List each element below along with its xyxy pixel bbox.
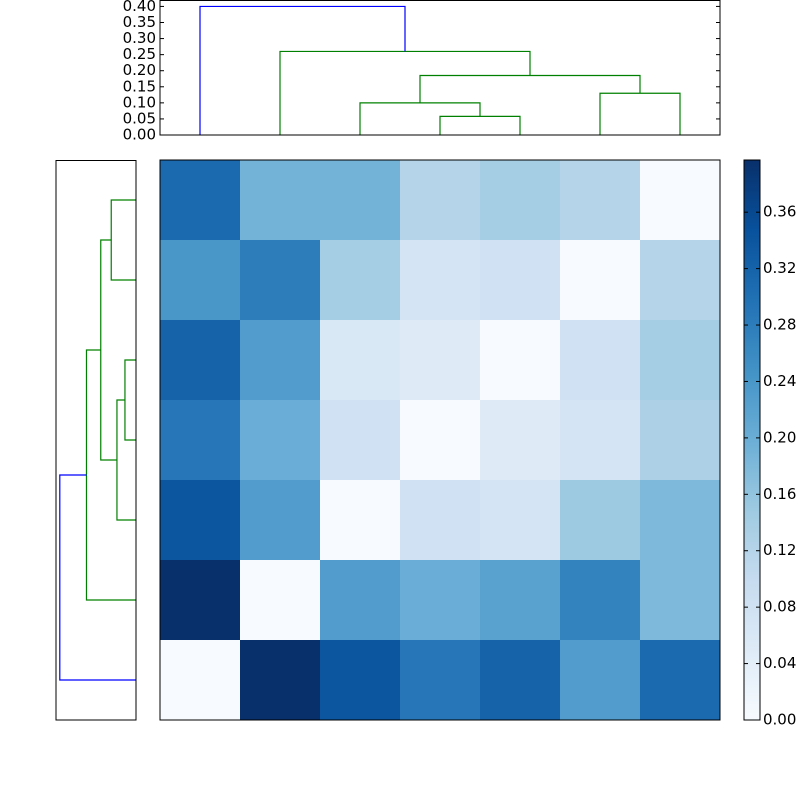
heatmap-cell — [160, 240, 241, 321]
heatmap-cell — [400, 320, 481, 401]
heatmap-cell — [320, 480, 401, 561]
colorbar-tick-label: 0.36 — [763, 203, 796, 221]
heatmap-cell — [240, 400, 321, 481]
y-tick-label: 0.10 — [123, 93, 156, 111]
dendrogram-link — [199, 5, 406, 135]
colorbar-tick-label: 0.12 — [763, 541, 796, 559]
heatmap-cell — [160, 160, 241, 241]
y-tick-label: 0.05 — [123, 109, 156, 127]
heatmap-cell — [320, 240, 401, 321]
dendrogram-link — [100, 239, 117, 461]
heatmap-cell — [240, 160, 321, 241]
heatmap-cell — [560, 400, 641, 481]
y-tick-label: 0.00 — [123, 126, 156, 144]
heatmap-cell — [240, 640, 321, 721]
heatmap-cell — [560, 160, 641, 241]
heatmap-cell — [320, 320, 401, 401]
y-tick-label: 0.40 — [123, 0, 156, 15]
heatmap-cell — [480, 480, 561, 561]
heatmap-cell — [400, 640, 481, 721]
heatmap-cell — [400, 560, 481, 641]
heatmap-cell — [480, 160, 561, 241]
dendrogram-link — [599, 92, 681, 135]
dendrogram-link — [419, 74, 641, 103]
heatmap-cell — [560, 240, 641, 321]
axes-frame — [159, 0, 721, 136]
heatmap-cell — [240, 320, 321, 401]
y-tick-label: 0.35 — [123, 13, 156, 31]
heatmap-cell — [400, 480, 481, 561]
dendrogram-link — [359, 102, 481, 135]
heatmap-cell — [560, 560, 641, 641]
y-tick-label: 0.30 — [123, 29, 156, 47]
heatmap-cell — [240, 240, 321, 321]
heatmap-cell — [400, 160, 481, 241]
colorbar-tick-label: 0.24 — [763, 372, 796, 390]
dendrogram-link — [279, 50, 531, 135]
heatmap-cell — [480, 560, 561, 641]
y-tick-label: 0.25 — [123, 45, 156, 63]
y-tick-label: 0.15 — [123, 77, 156, 95]
heatmap-cell — [480, 640, 561, 721]
heatmap-cell — [480, 240, 561, 321]
dendrogram-link — [85, 349, 136, 601]
heatmap-cell — [160, 320, 241, 401]
heatmap-cell — [560, 320, 641, 401]
heatmap-cell — [400, 400, 481, 481]
colorbar-tick-label: 0.32 — [763, 259, 796, 277]
heatmap-cell — [240, 560, 321, 641]
heatmap-cell — [560, 480, 641, 561]
heatmap-cell — [560, 640, 641, 721]
colorbar-tick-label: 0.20 — [763, 428, 796, 446]
y-tick-label: 0.20 — [123, 61, 156, 79]
heatmap-cell — [640, 640, 721, 721]
heatmap-cell — [400, 240, 481, 321]
colorbar-tick-label: 0.16 — [763, 485, 796, 503]
heatmap-cell — [320, 160, 401, 241]
heatmap-cell — [160, 640, 241, 721]
heatmap-cell — [320, 400, 401, 481]
heatmap-cell — [480, 320, 561, 401]
heatmap-cell — [320, 560, 401, 641]
colorbar-tick-label: 0.00 — [763, 711, 796, 729]
dendrogram-link — [124, 359, 136, 441]
colorbar-tick-label: 0.28 — [763, 316, 796, 334]
heatmap-cell — [640, 400, 721, 481]
heatmap-cell — [640, 480, 721, 561]
heatmap-cell — [640, 320, 721, 401]
axes-frame — [55, 160, 137, 721]
dendrogram-link — [439, 115, 521, 135]
dendrogram-link — [59, 474, 136, 681]
heatmap-cell — [640, 160, 721, 241]
colorbar — [743, 159, 761, 721]
heatmap-cell — [640, 240, 721, 321]
heatmap-cell — [160, 400, 241, 481]
heatmap-cell — [240, 480, 321, 561]
dendrogram-link — [110, 199, 136, 281]
heatmap-cell — [160, 480, 241, 561]
colorbar-tick-label: 0.08 — [763, 598, 796, 616]
heatmap-cell — [480, 400, 561, 481]
heatmap-cell — [160, 560, 241, 641]
heatmap-frame — [159, 159, 721, 721]
heatmap-cell — [320, 640, 401, 721]
colorbar-tick-label: 0.04 — [763, 654, 796, 672]
heatmap-cell — [640, 560, 721, 641]
dendrogram-link — [116, 399, 136, 521]
